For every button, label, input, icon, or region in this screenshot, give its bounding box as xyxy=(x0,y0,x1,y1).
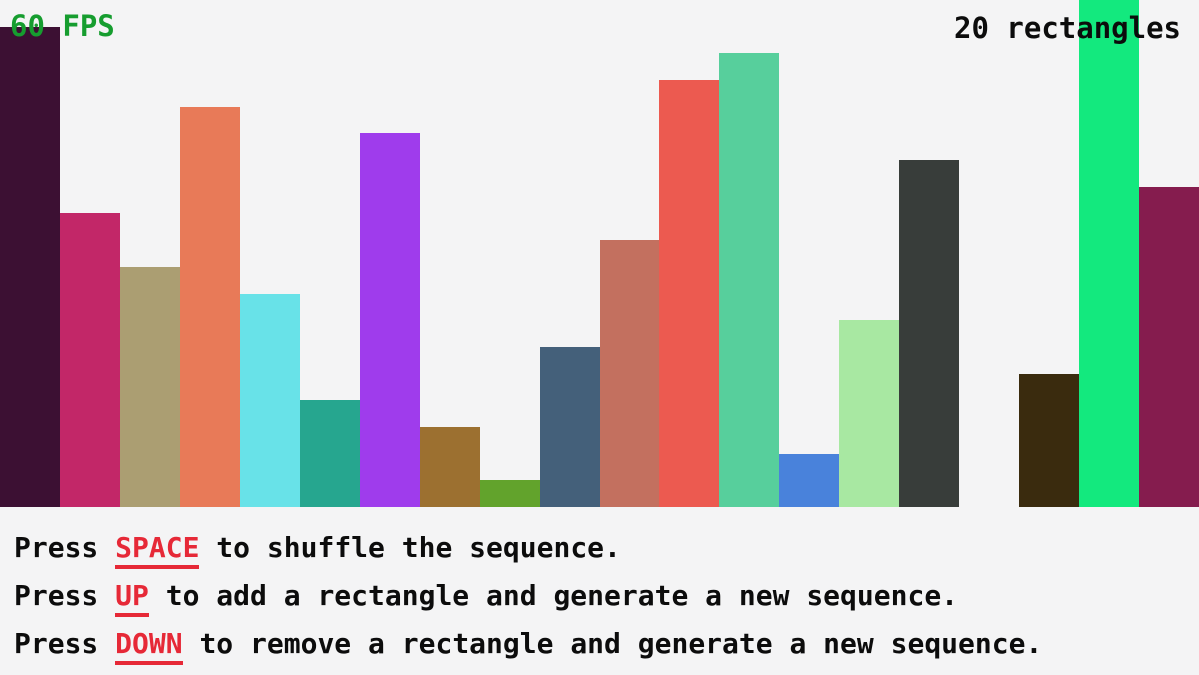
instruction-prefix: Press xyxy=(14,579,116,612)
rectangle-bar xyxy=(120,267,180,507)
rectangle-bar xyxy=(240,294,300,507)
bars-container xyxy=(0,0,1199,507)
key-up-label: UP xyxy=(115,579,149,617)
instructions-panel: Press SPACE to shuffle the sequence. Pre… xyxy=(14,524,1042,668)
rectangle-bar xyxy=(1079,0,1139,507)
instruction-suffix: to shuffle the sequence. xyxy=(199,531,621,564)
rectangle-bar xyxy=(1139,187,1199,507)
key-space-label: SPACE xyxy=(115,531,200,569)
rectangle-bar xyxy=(839,320,899,507)
fps-counter: 60 FPS xyxy=(10,9,115,43)
rectangle-bar xyxy=(480,480,540,507)
key-down-label: DOWN xyxy=(115,627,183,665)
rectangle-bar xyxy=(180,107,240,507)
rectangle-bar xyxy=(779,454,839,507)
instruction-line-remove: Press DOWN to remove a rectangle and gen… xyxy=(14,620,1042,668)
rectangle-bar xyxy=(60,213,120,507)
instruction-prefix: Press xyxy=(14,627,116,660)
rectangle-bar xyxy=(360,133,420,507)
rectangle-bar xyxy=(1019,374,1079,507)
rectangle-bar xyxy=(540,347,600,507)
rectangle-bar xyxy=(899,160,959,507)
rectangle-bar xyxy=(719,53,779,507)
rectangle-bar xyxy=(659,80,719,507)
rectangle-bar xyxy=(600,240,659,507)
instruction-suffix: to remove a rectangle and generate a new… xyxy=(182,627,1043,660)
instruction-prefix: Press xyxy=(14,531,116,564)
instruction-suffix: to add a rectangle and generate a new se… xyxy=(148,579,959,612)
rectangle-bar xyxy=(300,400,360,507)
instruction-line-add: Press UP to add a rectangle and generate… xyxy=(14,572,1042,620)
rectangle-bar xyxy=(0,27,60,507)
instruction-line-shuffle: Press SPACE to shuffle the sequence. xyxy=(14,524,1042,572)
rectangle-count-label: 20 rectangles xyxy=(954,11,1181,45)
rectangle-bar xyxy=(420,427,480,507)
